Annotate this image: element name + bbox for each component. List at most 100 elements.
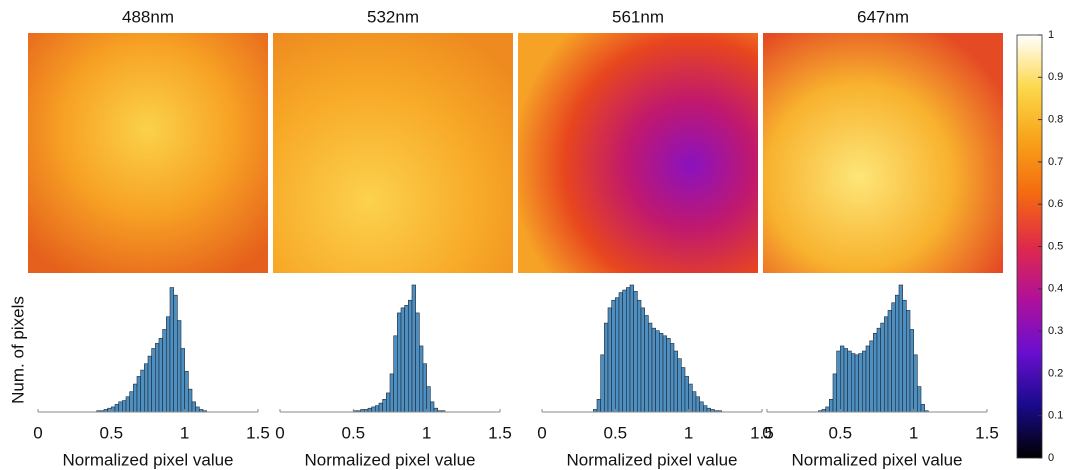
- x-tick-label: 0: [33, 423, 42, 442]
- histogram-bar: [600, 354, 605, 413]
- histogram-bar: [607, 307, 612, 413]
- histogram-bar: [851, 353, 856, 413]
- histogram-bar: [415, 312, 420, 413]
- heatmap-image: [273, 33, 513, 273]
- colorbar-tick-label: 0.1: [1048, 410, 1063, 422]
- x-tick-label: 1: [909, 423, 918, 442]
- x-axis-label: Normalized pixel value: [304, 450, 475, 469]
- histogram-bar: [684, 376, 689, 413]
- histogram-bar: [615, 297, 620, 413]
- histogram-bar: [155, 343, 160, 413]
- histogram-bar: [666, 338, 671, 413]
- histogram-bar: [648, 322, 653, 413]
- histogram-bar: [422, 363, 427, 413]
- histogram-bar: [913, 354, 918, 413]
- histogram-bar: [670, 343, 675, 413]
- x-tick-label: 1: [180, 423, 189, 442]
- histogram-bar: [917, 386, 922, 413]
- histogram-bar: [397, 312, 402, 413]
- histogram-bar: [611, 299, 616, 413]
- histogram-bar: [129, 391, 134, 413]
- histogram-bar: [371, 406, 376, 413]
- histogram-bar: [920, 404, 925, 413]
- x-tick-label: 1.5: [750, 423, 774, 442]
- histogram-bar: [389, 373, 394, 413]
- histogram-bar: [158, 338, 163, 413]
- histogram-bar: [695, 396, 700, 413]
- histogram-bar: [166, 316, 171, 413]
- histogram-bar: [633, 291, 638, 413]
- image-title: 647nm: [857, 7, 909, 26]
- histogram-bar: [151, 348, 156, 413]
- histogram-bar: [140, 369, 145, 413]
- colorbar-tick-label: 0.8: [1048, 114, 1063, 126]
- histogram-bar: [386, 392, 391, 413]
- histogram-bar: [622, 289, 627, 413]
- histogram-bar: [902, 299, 907, 413]
- heatmap-image: [763, 33, 1003, 273]
- histogram-bar: [840, 345, 845, 413]
- y-axis-label: Num. of pixels: [8, 296, 27, 404]
- x-tick-label: 1.5: [246, 423, 270, 442]
- histogram-bar: [637, 299, 642, 413]
- histogram-bar: [382, 398, 387, 413]
- histogram-bar: [133, 383, 138, 413]
- x-tick-label: 0: [537, 423, 546, 442]
- colorbar-tick-label: 0: [1048, 452, 1054, 464]
- histogram-bar: [873, 332, 878, 413]
- histogram-bar: [191, 401, 196, 413]
- histogram-bar: [122, 400, 127, 413]
- x-tick-label: 0: [275, 423, 284, 442]
- x-tick-label: 0.5: [604, 423, 628, 442]
- histogram-bar: [367, 407, 372, 413]
- image-title: 532nm: [367, 7, 419, 26]
- x-axis-label: Normalized pixel value: [566, 450, 737, 469]
- histogram-bar: [876, 327, 881, 413]
- histogram-bar: [688, 383, 693, 413]
- histogram-bar: [836, 350, 841, 413]
- x-tick-label: 0.5: [100, 423, 124, 442]
- histogram-bar: [173, 294, 178, 413]
- colorbar-tick-label: 0.5: [1048, 240, 1063, 252]
- histogram-bar: [118, 401, 123, 413]
- histogram-bar: [681, 367, 686, 413]
- histogram-bar: [162, 329, 167, 413]
- histogram-bar: [195, 406, 200, 413]
- histogram-bar: [404, 305, 409, 413]
- histogram-bar: [884, 316, 889, 413]
- histogram-bar: [136, 376, 141, 413]
- histogram-bar: [177, 320, 182, 413]
- histogram-bar: [378, 402, 383, 413]
- x-tick-label: 1: [422, 423, 431, 442]
- histogram-bar: [659, 332, 664, 413]
- histogram-bar: [843, 348, 848, 413]
- histogram-bar: [169, 287, 174, 413]
- histogram-bar: [829, 398, 834, 413]
- colorbar-tick-label: 0.6: [1048, 198, 1063, 210]
- histogram-bar: [430, 401, 435, 413]
- histogram-bar: [655, 330, 660, 413]
- histogram-bar: [147, 355, 152, 413]
- x-tick-label: 1.5: [975, 423, 999, 442]
- histogram-bar: [184, 371, 189, 413]
- x-tick-label: 0: [762, 423, 771, 442]
- histogram-bar: [832, 373, 837, 413]
- histogram-bar: [408, 299, 413, 413]
- histogram-bar: [107, 407, 112, 413]
- histogram-bar: [629, 284, 634, 413]
- histogram-bar: [862, 350, 867, 413]
- histogram-bar: [144, 363, 149, 413]
- colorbar: [1016, 34, 1043, 459]
- heatmap-image: [28, 33, 268, 273]
- histogram-bar: [188, 388, 193, 413]
- colorbar-tick-label: 0.2: [1048, 367, 1063, 379]
- x-axis-label: Normalized pixel value: [791, 450, 962, 469]
- histogram-bar: [604, 322, 609, 413]
- histogram-bar: [375, 405, 380, 413]
- histogram-bar: [114, 404, 119, 413]
- colorbar-tick-label: 0.7: [1048, 156, 1063, 168]
- histogram-bar: [618, 292, 623, 413]
- histogram-bar: [898, 284, 903, 413]
- histogram-bar: [706, 407, 711, 413]
